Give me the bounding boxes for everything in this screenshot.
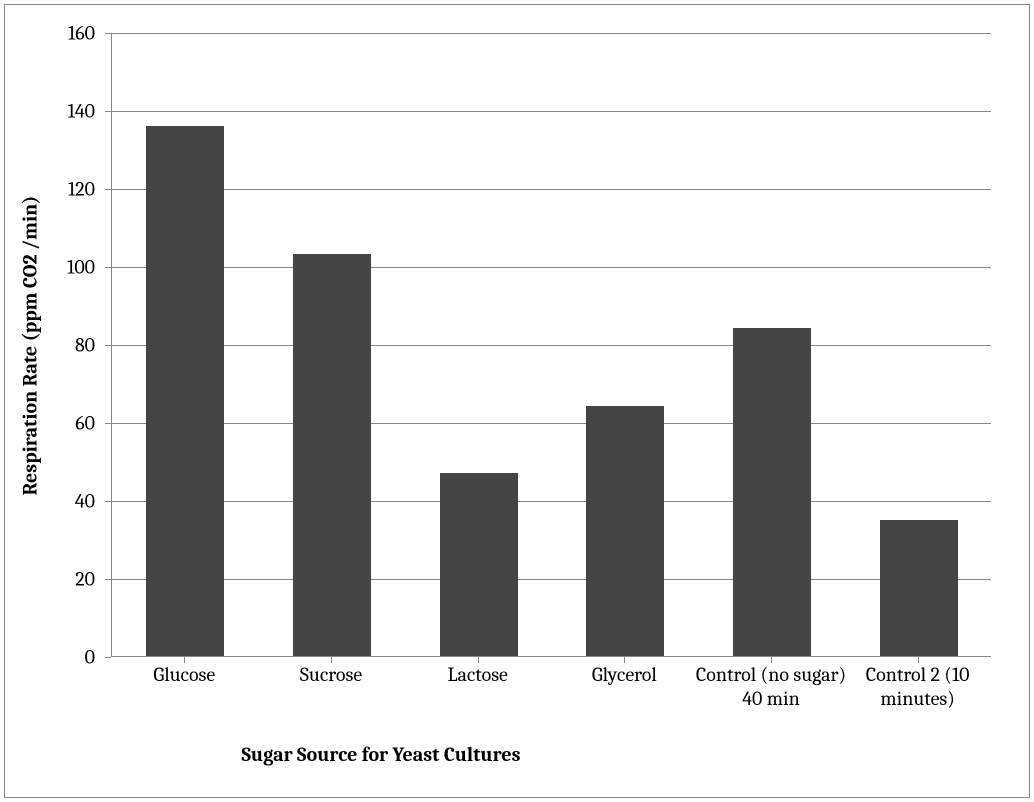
bar <box>293 254 371 656</box>
bar <box>733 328 811 656</box>
y-tick-mark <box>105 579 111 580</box>
gridline <box>112 501 991 502</box>
y-tick-mark <box>105 267 111 268</box>
y-tick-label: 0 <box>85 646 95 669</box>
gridline <box>112 579 991 580</box>
gridline <box>112 423 991 424</box>
y-tick-label: 120 <box>68 178 95 201</box>
x-tick-label: Control 2 (10 minutes) <box>838 663 998 711</box>
x-tick-label: Control (no sugar) 40 min <box>691 663 851 711</box>
y-tick-label: 20 <box>75 568 95 591</box>
y-axis-title: Respiration Rate (ppm CO2 /min) <box>15 33 45 657</box>
y-tick-label: 100 <box>67 256 95 279</box>
y-tick-mark <box>105 657 111 658</box>
x-tick-label: Sucrose <box>271 663 391 687</box>
y-tick-mark <box>105 111 111 112</box>
y-tick-label: 160 <box>68 22 95 45</box>
y-tick-mark <box>105 423 111 424</box>
y-tick-mark <box>105 189 111 190</box>
chart-container: 0 20 40 60 80 100 120 140 160 Glucose Sucrose Lact… <box>4 4 1030 798</box>
x-tick-label: Glycerol <box>564 663 684 687</box>
y-tick-mark <box>105 33 111 34</box>
x-axis-title: Sugar Source for Yeast Cultures <box>0 743 821 766</box>
bar <box>586 406 664 656</box>
y-tick-mark <box>105 345 111 346</box>
y-tick-label: 40 <box>75 490 95 513</box>
plot-area <box>111 33 991 657</box>
gridline <box>112 345 991 346</box>
y-tick-label: 60 <box>75 412 95 435</box>
y-tick-label: 80 <box>75 334 95 357</box>
gridline <box>112 111 991 112</box>
x-tick-label: Lactose <box>418 663 538 687</box>
y-axis-title-text: Respiration Rate (ppm CO2 /min) <box>19 195 42 495</box>
bar <box>440 473 518 656</box>
bar <box>880 520 958 657</box>
y-tick-mark <box>105 501 111 502</box>
y-tick-label: 140 <box>68 100 95 123</box>
x-tick-label: Glucose <box>124 663 244 687</box>
bar <box>146 126 224 656</box>
gridline <box>112 189 991 190</box>
gridline <box>112 267 991 268</box>
gridline <box>112 33 991 34</box>
